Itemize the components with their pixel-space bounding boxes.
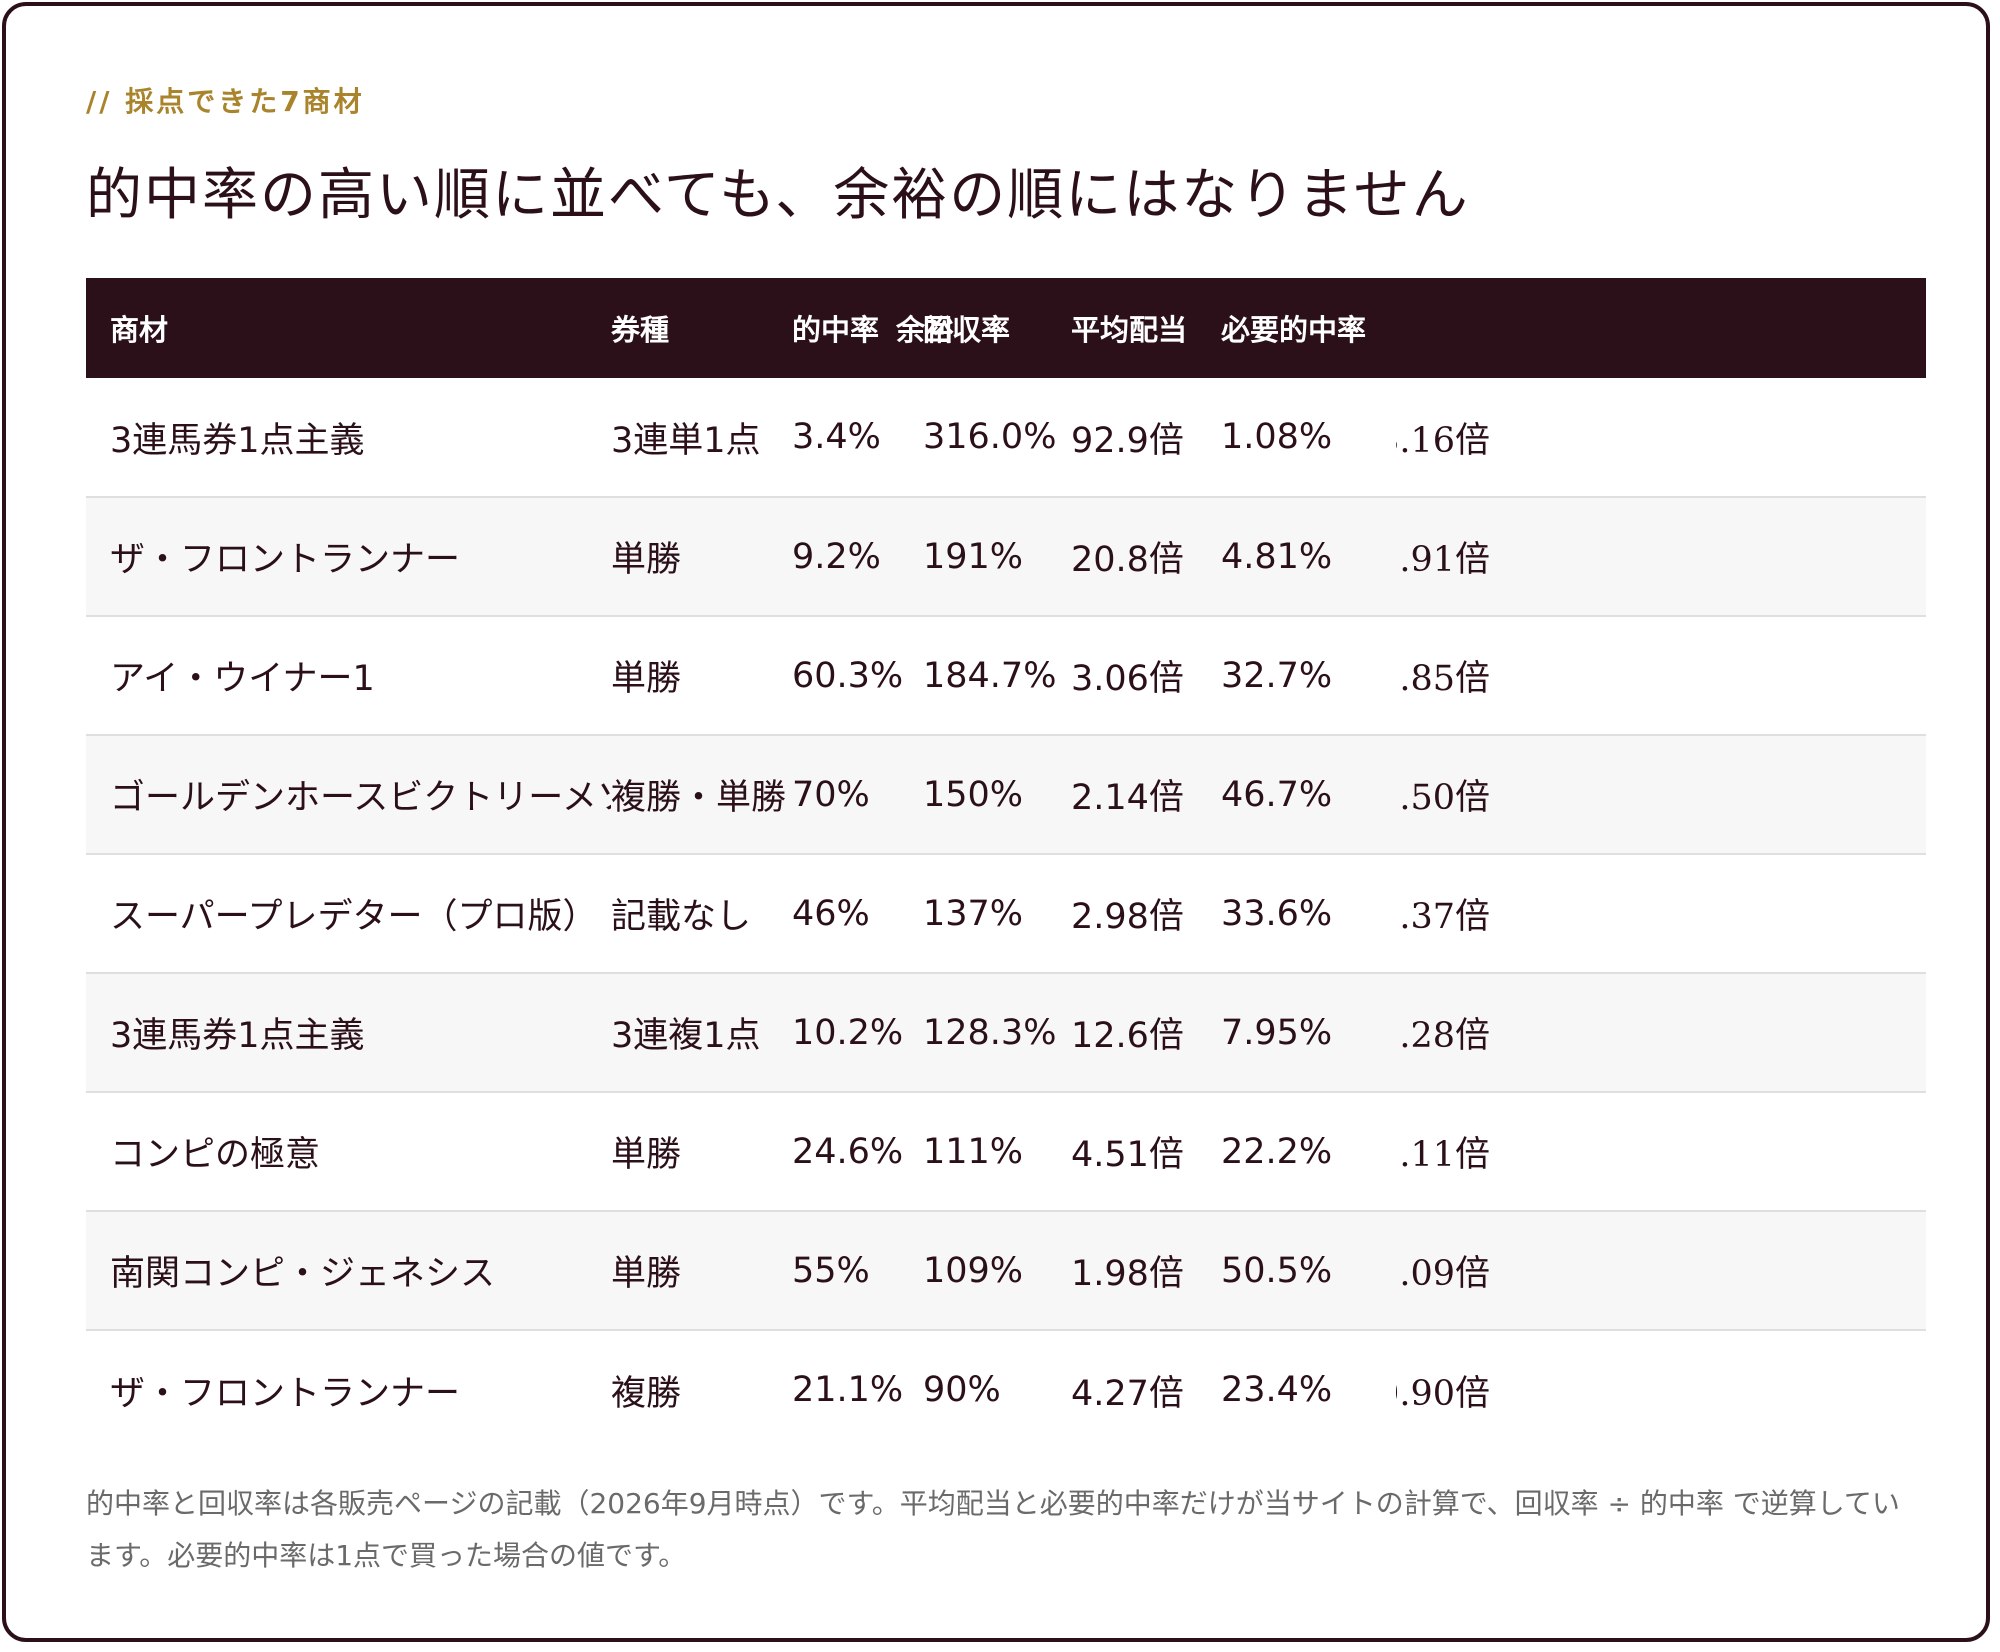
cell-required-hit: 33.6% [1221,893,1333,934]
cell-required-hit: 7.95% [1221,1012,1333,1053]
cell-hit-rate: 46% [792,893,870,934]
cell-type: 複勝・単勝 [611,778,787,818]
table-row: アイ・ウイナー1 単勝 60.3% 184.7% 3.06倍 32.7% 1.8… [86,616,1926,735]
cell-recovery: 184.7% [923,655,1057,696]
cell-avg-payout: 3.06倍 [1071,659,1184,699]
cell-avg-payout: 4.51倍 [1071,1135,1184,1175]
cell-required-hit: 4.81% [1221,536,1333,577]
cell-type: 記載なし [611,897,752,937]
section-eyebrow: // 採点できた7商材 [86,85,365,118]
cell-avg-payout: 4.27倍 [1071,1373,1184,1414]
cell-hit-rate: 3.4% [792,417,881,457]
cell-margin-value: 1.85倍 [1396,659,1490,699]
cell-recovery: 111% [923,1131,1024,1172]
column-header-margin-label: 余裕 [896,313,955,347]
column-header-type: 券種 [611,313,670,347]
cell-name: スーパープレデター（プロ版） [110,897,598,937]
cell-avg-payout: 2.98倍 [1071,897,1184,937]
cell-name: 3連馬券1点主義 [110,1016,365,1056]
cell-recovery: 109% [923,1250,1024,1291]
table-header-row: 商材 券種 的中率 回収率 平均配当 必要的中率 余裕 [86,278,1926,378]
column-header-required-hit: 必要的中率 [1221,313,1367,347]
cell-margin-value: 1.11倍 [1396,1135,1490,1175]
cell-hit-rate: 21.1% [792,1370,904,1410]
cell-name: 南関コンピ・ジェネシス [110,1254,496,1294]
table-row: ザ・フロントランナー 単勝 9.2% 191% 20.8倍 4.81% 1.91… [86,497,1926,616]
cell-type: 単勝 [611,1254,682,1294]
cell-name: アイ・ウイナー1 [110,659,375,699]
cell-recovery: 128.3% [923,1012,1057,1053]
cell-margin: 1.37倍 [1396,854,1926,973]
page-title: 的中率の高い順に並べても、余裕の順にはなりません [86,163,1470,228]
cell-recovery: 191% [923,536,1024,577]
cell-avg-payout: 20.8倍 [1071,540,1184,580]
cell-margin: 1.85倍 [1396,616,1926,735]
table-row: コンピの極意 単勝 24.6% 111% 4.51倍 22.2% 1.11倍 [86,1092,1926,1211]
cell-type: 3連単1点 [611,420,761,461]
cell-required-hit: 22.2% [1221,1131,1333,1172]
column-header-name: 商材 [110,313,169,347]
cell-type: 単勝 [611,540,682,580]
table-row: ゴールデンホースビクトリーメソッド 複勝・単勝 70% 150% 2.14倍 4… [86,735,1926,854]
cell-margin: 3.16倍 [1396,378,1926,497]
cell-margin-value: 1.50倍 [1396,778,1490,818]
table-row: 3連馬券1点主義 3連複1点 10.2% 128.3% 12.6倍 7.95% … [86,973,1926,1092]
cell-margin-value: 0.90倍 [1396,1373,1490,1414]
cell-required-hit: 46.7% [1221,774,1333,815]
column-header-recovery: 回収率 [923,313,1011,347]
cell-margin: 1.50倍 [1396,735,1926,854]
cell-margin-value: 1.91倍 [1396,540,1490,580]
cell-avg-payout: 92.9倍 [1071,420,1184,461]
column-header-hit-rate: 的中率 [792,313,880,347]
cell-type: 3連複1点 [611,1016,761,1056]
cell-name: 3連馬券1点主義 [110,420,365,461]
cell-recovery: 316.0% [923,417,1057,457]
cell-margin: 1.09倍 [1396,1211,1926,1330]
cell-avg-payout: 1.98倍 [1071,1254,1184,1294]
table-row: 南関コンピ・ジェネシス 単勝 55% 109% 1.98倍 50.5% 1.09… [86,1211,1926,1330]
cell-recovery: 150% [923,774,1024,815]
cell-margin: 1.91倍 [1396,497,1926,616]
cell-margin: 0.90倍 [1396,1330,1926,1449]
cell-recovery: 137% [923,893,1024,934]
cell-margin: 1.11倍 [1396,1092,1926,1211]
cell-required-hit: 32.7% [1221,655,1333,696]
footnote: 的中率と回収率は各販売ページの記載（2026年9月時点）です。平均配当と必要的中… [86,1487,1900,1572]
cell-hit-rate: 55% [792,1250,870,1291]
cell-required-hit: 50.5% [1221,1250,1333,1291]
table-row: ザ・フロントランナー 複勝 21.1% 90% 4.27倍 23.4% 0.90… [86,1330,1926,1449]
table-row: 3連馬券1点主義 3連単1点 3.4% 316.0% 92.9倍 1.08% 3… [86,378,1926,497]
cell-required-hit: 1.08% [1221,417,1333,457]
ranking-table: 商材 券種 的中率 回収率 平均配当 必要的中率 余裕 3連馬券1点主義 3連単… [86,278,1926,1449]
cell-avg-payout: 2.14倍 [1071,778,1184,818]
cell-hit-rate: 24.6% [792,1131,904,1172]
cell-hit-rate: 9.2% [792,536,881,577]
cell-name: コンピの極意 [110,1135,321,1175]
column-header-avg-payout: 平均配当 [1071,313,1188,347]
cell-type: 単勝 [611,659,682,699]
cell-name: ザ・フロントランナー [110,540,461,580]
cell-hit-rate: 70% [792,774,870,815]
cell-type: 単勝 [611,1135,682,1175]
cell-required-hit: 23.4% [1221,1370,1333,1410]
cell-margin-value: 1.28倍 [1396,1016,1490,1056]
cell-type: 複勝 [611,1373,682,1414]
cell-name: ゴールデンホースビクトリーメソッド [110,778,611,818]
cell-margin-value: 3.16倍 [1396,420,1490,461]
cell-margin: 1.28倍 [1396,973,1926,1092]
cell-hit-rate: 60.3% [792,655,904,696]
cell-recovery: 90% [923,1370,1001,1410]
cell-name: ザ・フロントランナー [110,1373,461,1414]
cell-margin-value: 1.09倍 [1396,1254,1490,1294]
cell-avg-payout: 12.6倍 [1071,1016,1184,1056]
cell-margin-value: 1.37倍 [1396,897,1490,937]
table-row: スーパープレデター（プロ版） 記載なし 46% 137% 2.98倍 33.6%… [86,854,1926,973]
cell-hit-rate: 10.2% [792,1012,904,1053]
column-header-margin: 余裕 [896,278,1926,378]
